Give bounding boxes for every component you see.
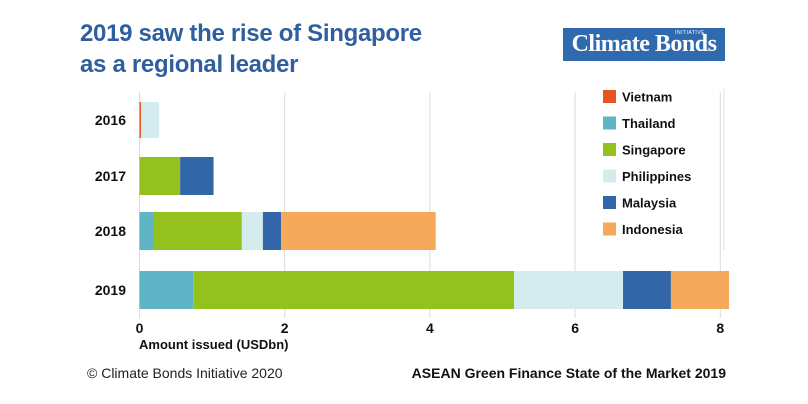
bar-2016-vietnam <box>139 102 141 138</box>
legend-swatch-indonesia <box>603 222 616 236</box>
x-axis-ticks: 0 2 4 6 8 <box>136 320 725 336</box>
bar-2019-philippines <box>514 271 624 309</box>
x-tick-4: 4 <box>426 320 434 336</box>
y-label-2019: 2019 <box>95 282 126 298</box>
climate-bonds-logo: Climate Bonds INITIATIVE <box>563 28 725 61</box>
legend-label-indonesia: Indonesia <box>622 222 683 237</box>
x-tick-2: 2 <box>281 320 289 336</box>
bars <box>139 102 730 309</box>
legend-label-thailand: Thailand <box>622 116 676 131</box>
legend-label-philippines: Philippines <box>622 169 691 184</box>
y-label-2017: 2017 <box>95 168 126 184</box>
report-title: ASEAN Green Finance State of the Market … <box>411 365 726 381</box>
bar-2019-malaysia <box>623 271 671 309</box>
title-line-1: 2019 saw the rise of Singapore <box>80 20 422 47</box>
y-label-2018: 2018 <box>95 223 126 239</box>
y-label-2016: 2016 <box>95 112 126 128</box>
x-tick-0: 0 <box>136 320 144 336</box>
bar-2018-indonesia <box>281 212 436 250</box>
x-tick-8: 8 <box>716 320 724 336</box>
x-axis-label: Amount issued (USDbn) <box>139 337 289 352</box>
logo-text: Climate Bonds <box>571 31 717 57</box>
bar-2019-singapore <box>193 271 515 309</box>
bar-2018-singapore <box>154 212 242 250</box>
legend-label-vietnam: Vietnam <box>622 90 672 105</box>
title-line-2: as a regional leader <box>80 51 299 78</box>
legend-label-singapore: Singapore <box>622 143 686 158</box>
copyright-text: © Climate Bonds Initiative 2020 <box>87 365 283 381</box>
legend-swatch-singapore <box>603 143 616 156</box>
legend-swatch-malaysia <box>603 196 616 209</box>
bar-2019-indonesia <box>670 271 730 309</box>
x-tick-6: 6 <box>571 320 579 336</box>
legend-swatch-thailand <box>603 116 616 130</box>
legend-label-malaysia: Malaysia <box>622 196 677 211</box>
bar-2018-thailand <box>139 212 155 250</box>
bar-2017-malaysia <box>180 157 214 195</box>
y-axis-labels: 2016 2017 2018 2019 <box>95 112 126 298</box>
legend-swatch-philippines <box>603 169 616 183</box>
bar-2018-malaysia <box>262 212 282 250</box>
bar-2019-thailand <box>139 271 194 309</box>
bar-2016-philippines <box>140 102 160 138</box>
logo-superscript: INITIATIVE <box>675 30 705 36</box>
legend: Vietnam Thailand Singapore Philippines Malay… <box>603 90 691 237</box>
bar-2018-philippines <box>241 212 263 250</box>
legend-swatch-vietnam <box>603 90 616 103</box>
bar-2017-singapore <box>139 157 181 195</box>
chart-title: 2019 saw the rise of Singapore as a regi… <box>80 18 422 80</box>
